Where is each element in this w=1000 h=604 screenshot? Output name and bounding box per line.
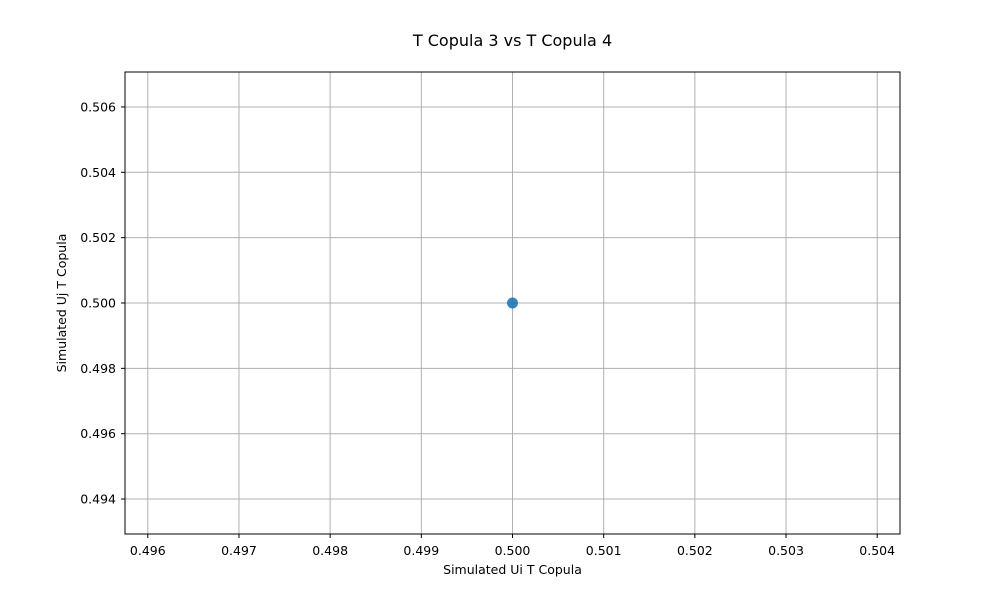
y-tick-label: 0.494 [80, 492, 116, 507]
x-tick-label: 0.499 [403, 543, 439, 558]
x-tick-label: 0.498 [312, 543, 348, 558]
x-tick-label: 0.501 [586, 543, 622, 558]
scatter-point [507, 297, 518, 309]
x-tick-label: 0.503 [768, 543, 804, 558]
y-tick-label: 0.500 [80, 296, 116, 311]
y-tick-label: 0.496 [80, 426, 116, 441]
x-axis-label: Simulated Ui T Copula [443, 562, 582, 577]
x-tick-label: 0.497 [221, 543, 257, 558]
y-tick-label: 0.502 [80, 230, 116, 245]
y-tick-label: 0.506 [80, 99, 116, 114]
data-points [507, 297, 518, 309]
y-tick-label: 0.498 [80, 361, 116, 376]
y-tick-label: 0.504 [80, 165, 116, 180]
x-tick-label: 0.500 [495, 543, 531, 558]
x-tick-label: 0.504 [859, 543, 895, 558]
y-axis-label: Simulated Uj T Copula [54, 234, 69, 373]
chart-title: T Copula 3 vs T Copula 4 [412, 31, 612, 50]
x-axis-ticks: 0.496 0.497 0.498 0.499 0.500 0.501 0.502 0.503… [130, 534, 895, 558]
x-tick-label: 0.496 [130, 543, 166, 558]
x-tick-label: 0.502 [677, 543, 713, 558]
y-axis-ticks: 0.494 0.496 0.498 0.500 0.502 0.504 0.506 [80, 99, 125, 507]
